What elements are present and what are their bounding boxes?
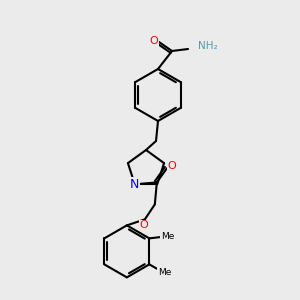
Text: O: O — [150, 36, 158, 46]
Text: NH₂: NH₂ — [198, 41, 218, 51]
Text: O: O — [167, 161, 176, 171]
Text: Me: Me — [158, 268, 171, 277]
Text: Me: Me — [161, 232, 174, 241]
Text: O: O — [140, 220, 148, 230]
Text: N: N — [130, 178, 140, 191]
